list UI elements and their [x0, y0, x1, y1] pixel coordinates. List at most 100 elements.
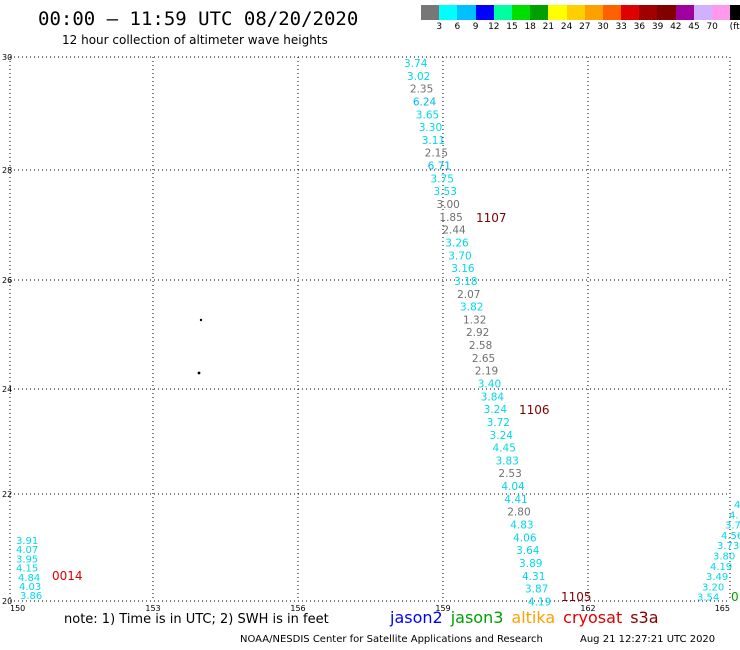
map-grid	[9, 56, 731, 602]
island-marker	[197, 371, 201, 375]
swh-label: 4.07	[16, 545, 38, 556]
swh-label: 4.84	[18, 573, 40, 584]
legend-swatch	[730, 5, 740, 20]
satellite-cryosat: cryosat	[563, 608, 623, 627]
pass-label-1107: 1107	[476, 211, 507, 225]
swh-label: 2.19	[475, 366, 498, 378]
x-axis-ticks: 150 153 156 159 162 165	[10, 604, 730, 613]
swh-label: 4.83	[510, 520, 533, 532]
map-title: 00:00 – 11:59 UTC 08/20/2020	[38, 8, 359, 30]
swh-label: 2.44	[442, 225, 466, 237]
swh-label: 4.04	[501, 481, 525, 493]
legend-label: 39	[651, 22, 664, 32]
legend-label: 24	[560, 22, 573, 32]
swh-label: 4.19	[528, 596, 551, 608]
swh-label: 3.80	[713, 552, 735, 563]
legend-swatch	[621, 5, 640, 20]
swh-label: 2.80	[507, 507, 530, 519]
swh-label: 3.20	[702, 582, 724, 593]
legend-swatch	[457, 5, 476, 20]
swh-label: 4.31	[522, 571, 545, 583]
legend-label: 27	[579, 22, 591, 32]
satellite-legend: jason2 jason3 altika cryosat s3a	[390, 608, 667, 627]
swh-label: 3.75	[431, 173, 454, 185]
swh-label: 1.32	[463, 314, 486, 326]
satellite-altika: altika	[511, 608, 556, 627]
swh-label: 2.15	[425, 148, 448, 160]
track-right: 44.3.74.563.733.804.193.493.203.54	[697, 500, 740, 604]
y-tick-label: 30	[2, 53, 12, 62]
swh-label: 3.54	[697, 593, 719, 604]
swh-label: 3.84	[481, 391, 505, 403]
legend-swatch	[548, 5, 567, 20]
satellite-jason3: jason3	[450, 608, 504, 627]
footer-timestamp: Aug 21 12:27:21 UTC 2020	[580, 634, 716, 645]
swh-label: 3.74	[404, 58, 428, 70]
swh-label: 3.87	[525, 584, 548, 596]
swh-label: 3.7	[725, 521, 740, 532]
pass-label-1106: 1106	[519, 403, 550, 417]
swh-label: 3.91	[16, 536, 38, 547]
swh-label: 3.26	[445, 237, 469, 249]
legend-label: (ft)	[729, 22, 740, 32]
legend-swatch	[566, 5, 585, 20]
y-tick-label: 26	[2, 276, 12, 285]
legend-swatch	[530, 5, 549, 20]
map-subtitle: 12 hour collection of altimeter wave hei…	[62, 33, 328, 47]
swh-label: 3.70	[448, 250, 471, 262]
legend-label: 21	[542, 22, 555, 32]
legend-swatch	[439, 5, 458, 20]
swh-label: 3.49	[706, 572, 728, 583]
legend-swatch	[421, 5, 440, 20]
x-tick-label: 165	[715, 604, 730, 613]
footer-credit: NOAA/NESDIS Center for Satellite Applica…	[240, 634, 543, 645]
y-tick-label: 24	[2, 385, 12, 394]
track-left: 3.914.073.954.154.844.033.86	[16, 536, 42, 602]
legend-label: 9	[472, 22, 479, 32]
x-tick-label: 150	[10, 604, 25, 613]
legend-label: 36	[633, 22, 646, 32]
swh-label: 3.11	[422, 135, 445, 147]
swh-label: 3.40	[478, 379, 501, 391]
swh-label: 2.07	[457, 289, 480, 301]
legend-swatch	[675, 5, 694, 20]
color-legend	[421, 5, 740, 20]
legend-swatch	[511, 5, 531, 20]
legend-swatch	[693, 5, 712, 20]
island-marker	[199, 318, 203, 322]
legend-label: 45	[688, 22, 700, 32]
satellite-s3a: s3a	[630, 608, 659, 627]
legend-label: 6	[454, 22, 461, 32]
swh-label: 3.89	[519, 558, 542, 570]
legend-label: 30	[597, 22, 609, 32]
swh-label: 3.18	[454, 276, 477, 288]
swh-label: 3.02	[407, 71, 430, 83]
swh-label: 6.24	[413, 96, 437, 108]
legend-swatch	[712, 5, 731, 20]
swh-label: 3.65	[416, 109, 439, 121]
island-markers	[197, 318, 203, 375]
swh-label: 3.24	[484, 404, 508, 416]
legend-label: 70	[706, 22, 718, 32]
y-tick-label: 22	[2, 490, 12, 499]
x-tick-label: 153	[145, 604, 160, 613]
x-tick-label: 159	[435, 604, 450, 613]
swh-label: 4.06	[513, 532, 537, 544]
swh-label: 3.73	[717, 541, 739, 552]
footer-note: note: 1) Time is in UTC; 2) SWH is in fe…	[64, 612, 329, 627]
legend-label: 42	[670, 22, 682, 32]
swh-label: 4.45	[493, 443, 516, 455]
legend-swatch	[475, 5, 494, 20]
legend-swatch	[639, 5, 658, 20]
pass-label-0014: 0014	[52, 569, 83, 583]
legend-swatch	[657, 5, 676, 20]
legend-label: 18	[524, 22, 536, 32]
swh-label: 2.35	[410, 84, 433, 96]
track-main: 3.743.022.356.243.653.303.112.156.713.75…	[404, 58, 551, 608]
swh-label: 3.86	[20, 591, 42, 602]
swh-label: 6.71	[428, 161, 451, 173]
swh-label: 4.03	[19, 582, 41, 593]
swh-label: 3.24	[490, 430, 514, 442]
swh-label: 3.83	[495, 455, 518, 467]
